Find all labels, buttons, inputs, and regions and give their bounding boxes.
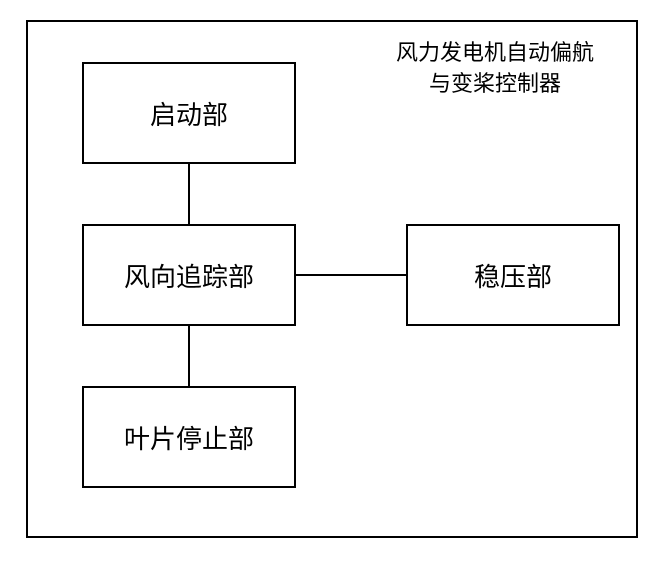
box-wind-tracking: 风向追踪部: [82, 224, 296, 326]
box-wind-tracking-label: 风向追踪部: [124, 257, 254, 294]
connector-wind-tracking-to-blade-stop: [188, 326, 190, 386]
connector-wind-tracking-to-voltage-regulator: [296, 274, 406, 276]
box-blade-stop: 叶片停止部: [82, 386, 296, 488]
box-voltage-regulator-label: 稳压部: [474, 257, 552, 294]
box-voltage-regulator: 稳压部: [406, 224, 620, 326]
title-line-2: 与变桨控制器: [370, 69, 620, 100]
connector-startup-to-wind-tracking: [188, 164, 190, 224]
title-line-1: 风力发电机自动偏航: [370, 38, 620, 69]
box-startup: 启动部: [82, 62, 296, 164]
diagram-title: 风力发电机自动偏航 与变桨控制器: [370, 38, 620, 100]
box-blade-stop-label: 叶片停止部: [124, 419, 254, 456]
box-startup-label: 启动部: [150, 95, 228, 132]
